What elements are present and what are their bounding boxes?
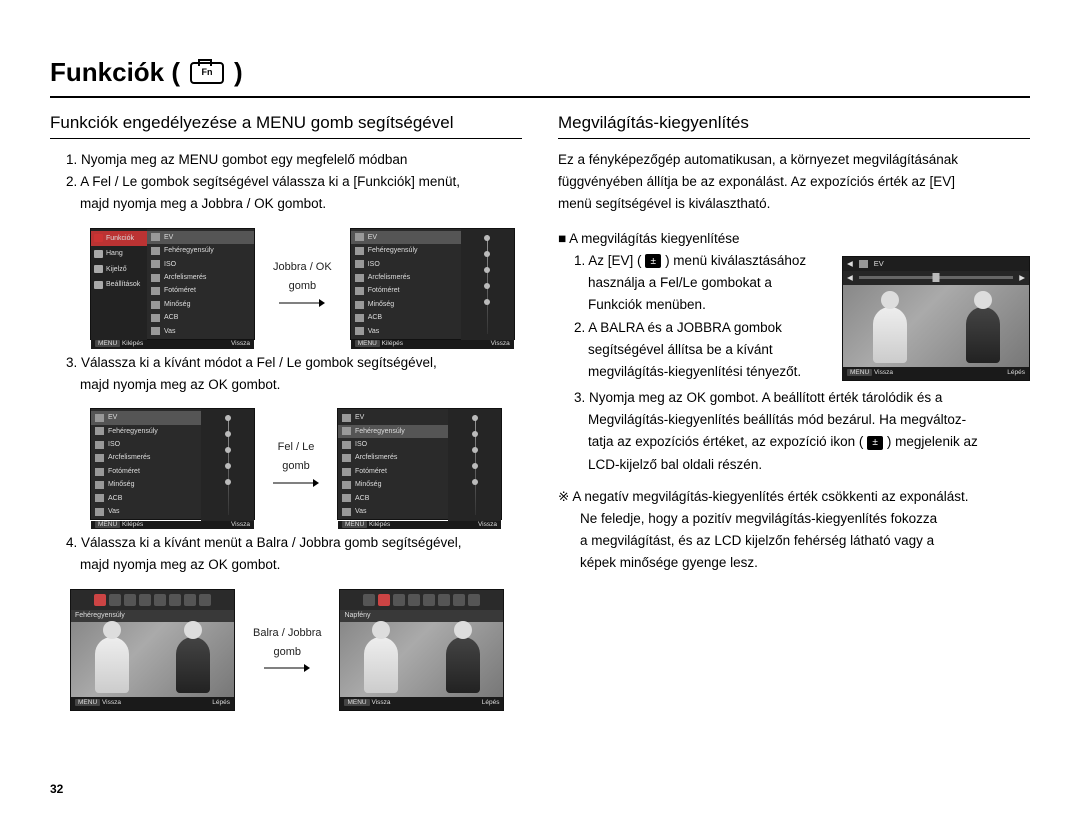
note2: Ne feledje, hogy a pozitív megvilágítás-…	[558, 510, 1030, 528]
step2a: 2. A Fel / Le gombok segítségével válass…	[50, 173, 522, 191]
ev-icon-2: ±	[867, 436, 883, 450]
r-s3e: LCD-kijelző bal oldali részén.	[558, 456, 1030, 474]
r-s3a: 3. Nyomja meg az OK gombot. A beállított…	[558, 389, 1030, 407]
lcd-menu-2: EV Fehéregyensúly ISO Arcfelismerés Fotó…	[350, 228, 515, 340]
figure-row-3: Fehéregyensúly MENU VisszaLépés Balra / …	[70, 589, 522, 711]
step1: 1. Nyomja meg az MENU gombot egy megfele…	[50, 151, 522, 169]
ev-icon: ±	[645, 254, 661, 268]
step2b: majd nyomja meg a Jobbra / OK gombot.	[50, 195, 522, 213]
camera-fn-icon: Fn	[190, 62, 224, 84]
arrow-3: Balra / Jobbra gomb	[253, 626, 321, 674]
title-suffix: )	[234, 55, 243, 90]
arrow-2: Fel / Le gomb	[273, 440, 319, 488]
right-heading: Megvilágítás-kiegyenlítés	[558, 112, 1030, 139]
lcd-menu-4: EV Fehéregyensúly ISO Arcfelismerés Fotó…	[337, 408, 502, 520]
step4a: 4. Válassza ki a kívánt menüt a Balra / …	[50, 534, 522, 552]
intro3: menü segítségével is kiválasztható.	[558, 195, 1030, 213]
lcd-ev-figure: ◀ EV ◀▶ MENU VisszaLépés	[842, 256, 1030, 381]
figure-row-2: EV Fehéregyensúly ISO Arcfelismerés Fotó…	[90, 408, 522, 520]
arrow-1: Jobbra / OK gomb	[273, 260, 332, 308]
page-number: 32	[50, 781, 63, 797]
step3a: 3. Válassza ki a kívánt módot a Fel / Le…	[50, 354, 522, 372]
note1: ※ A negatív megvilágítás-kiegyenlítés ér…	[558, 488, 1030, 506]
sub-heading: ■ A megvilágítás kiegyenlítése	[558, 230, 1030, 248]
intro1: Ez a fényképezőgép automatikusan, a körn…	[558, 151, 1030, 169]
step3b: majd nyomja meg az OK gombot.	[50, 376, 522, 394]
left-column: Funkciók engedélyezése a MENU gomb segít…	[50, 112, 522, 724]
step4b: majd nyomja meg az OK gombot.	[50, 556, 522, 574]
note4: képek minősége gyenge lesz.	[558, 554, 1030, 572]
lcd-photo-2: Napfény MENU VisszaLépés	[339, 589, 504, 711]
r-s3c-line: tatja az expozíciós értéket, az expozíci…	[558, 433, 1030, 451]
page-title: Funkciók ( Fn )	[50, 55, 1030, 98]
note3: a megvilágítást, és az LCD kijelzőn fehé…	[558, 532, 1030, 550]
right-column: Megvilágítás-kiegyenlítés Ez a fényképez…	[558, 112, 1030, 724]
figure-row-1: Funkciók Hang Kijelző Beállítások EV Feh…	[90, 228, 522, 340]
lcd-menu-1: Funkciók Hang Kijelző Beállítások EV Feh…	[90, 228, 255, 340]
intro2: függvényében állítja be az exponálást. A…	[558, 173, 1030, 191]
r-s3b: Megvilágítás-kiegyenlítés beállítás mód …	[558, 411, 1030, 429]
lcd-menu-3: EV Fehéregyensúly ISO Arcfelismerés Fotó…	[90, 408, 255, 520]
lcd-photo-1: Fehéregyensúly MENU VisszaLépés	[70, 589, 235, 711]
title-prefix: Funkciók (	[50, 55, 180, 90]
left-heading: Funkciók engedélyezése a MENU gomb segít…	[50, 112, 522, 139]
